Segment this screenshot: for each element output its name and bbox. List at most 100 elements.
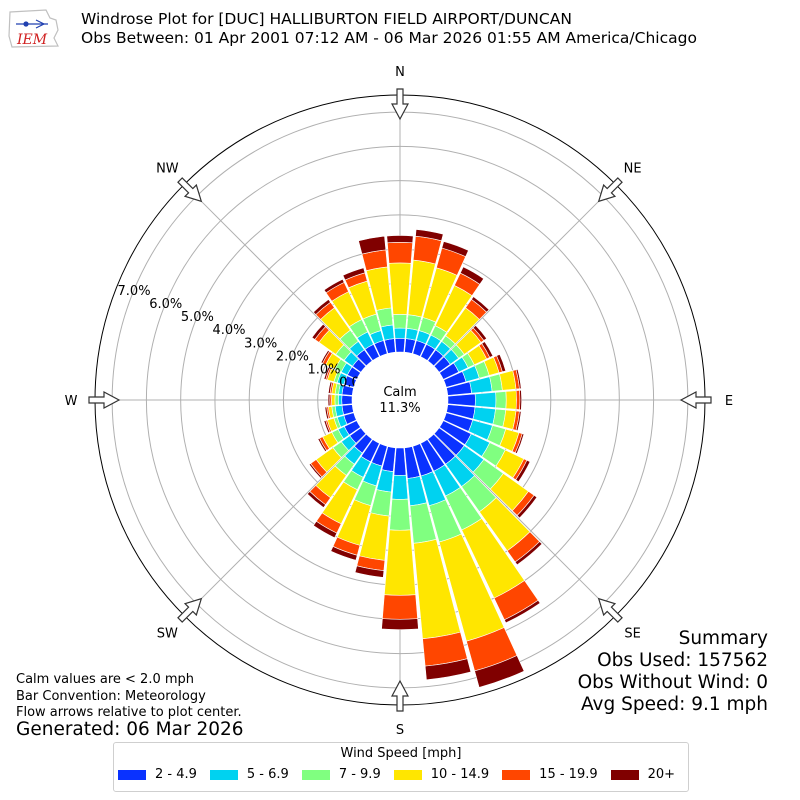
compass-arrows — [88, 88, 712, 712]
legend-item: 10 - 14.9 — [393, 767, 490, 782]
legend-item: 5 - 6.9 — [209, 767, 289, 782]
grid-spoke — [183, 183, 367, 367]
windrose-bar-segment — [406, 314, 422, 331]
legend-label: 7 - 9.9 — [338, 767, 381, 782]
windrose-bar-segment — [327, 393, 331, 407]
radial-tick-label: 5.0% — [181, 310, 214, 325]
axis-labels: NNEESESSWWNW0.0%1.0%2.0%3.0%4.0%5.0%6.0%… — [65, 65, 734, 738]
windrose-bar-segment — [323, 366, 331, 380]
windrose-bar-segment — [474, 655, 525, 688]
windrose-bar-segment — [328, 381, 333, 394]
radial-tick-label: 4.0% — [213, 323, 246, 338]
legend-item: 15 - 19.9 — [502, 767, 598, 782]
windrose-bar-segment — [415, 229, 444, 242]
windrose-bar-segment — [519, 389, 522, 411]
summary-avg-speed: Avg Speed: 9.1 mph — [580, 694, 768, 715]
windrose-bar-segment — [312, 299, 331, 316]
compass-label: SE — [624, 627, 640, 642]
windrose-bar-segment — [394, 337, 406, 353]
windrose-bar-segment — [514, 433, 525, 454]
flow-arrows-note: Flow arrows relative to plot center. — [16, 705, 242, 720]
legend-label: 10 - 14.9 — [430, 767, 490, 782]
windrose-bar-segment — [447, 393, 476, 407]
compass-label: S — [396, 723, 404, 738]
chart-subtitle: Obs Between: 01 Apr 2001 07:12 AM - 06 M… — [81, 29, 697, 47]
windrose-bar-segment — [388, 262, 412, 315]
windrose-bar-segment — [503, 599, 541, 624]
calm-value: 11.3% — [379, 401, 420, 416]
windrose-bar-segment — [331, 394, 336, 406]
summary-box: Summary Obs Used: 157562 Obs Without Win… — [578, 628, 768, 716]
summary-title: Summary — [678, 628, 768, 649]
legend: Wind Speed [mph] 2 - 4.9 5 - 6.9 7 - 9.9 10… — [113, 742, 689, 792]
legend-label: 2 - 4.9 — [155, 767, 197, 782]
windrose-bar-segment — [382, 594, 418, 620]
compass-label: E — [725, 394, 733, 409]
logo-text: IEM — [16, 32, 48, 48]
legend-label: 15 - 19.9 — [539, 767, 598, 782]
compass-label: N — [395, 65, 405, 80]
windrose-bar-segment — [495, 391, 507, 409]
windrose-bar-segment — [516, 494, 538, 519]
windrose-bar-segment — [306, 491, 326, 508]
grid-spoke — [433, 433, 617, 617]
windrose-bar-segment — [386, 235, 414, 244]
legend-item: 7 - 9.9 — [301, 767, 381, 782]
generated-date: Generated: 06 Mar 2026 — [16, 719, 244, 740]
legend-swatch — [118, 769, 146, 780]
calm-note: Calm values are < 2.0 mph — [16, 672, 195, 687]
windrose-bar-segment — [474, 391, 497, 409]
legend-swatch — [209, 769, 238, 780]
windrose-bar-segment — [412, 235, 442, 265]
windrose-bar-segment — [324, 406, 330, 420]
calm-label: Calm — [383, 385, 416, 400]
header: IEM Windrose Plot for [DUC] HALLIBURTON … — [0, 0, 800, 60]
notes: Calm values are < 2.0 mph Bar Convention… — [16, 672, 242, 722]
windrose-bar-segment — [334, 394, 339, 406]
radial-tick-label: 1.0% — [307, 363, 340, 378]
compass-label: NW — [156, 161, 179, 176]
windrose-bar-segment — [389, 498, 411, 531]
windrose-bar-segment — [515, 410, 522, 432]
grid-spoke — [183, 433, 367, 617]
windrose-bar-segment — [472, 324, 488, 341]
windrose-bar-segment — [317, 437, 328, 452]
windrose-bar-segment — [505, 390, 517, 410]
legend-swatch — [301, 769, 330, 780]
windrose-bars — [306, 229, 543, 688]
windrose-bar-segment — [515, 459, 531, 483]
windrose-bar-segment — [358, 235, 387, 255]
windrose-bar-segment — [393, 327, 407, 339]
windrose-bar-segment — [320, 349, 330, 364]
compass-arrow — [391, 88, 409, 121]
windrose-bar-segment — [354, 565, 385, 578]
windrose-bar-segment — [481, 341, 494, 358]
windrose-bar-segment — [337, 394, 343, 406]
compass-arrow — [597, 177, 623, 203]
windrose-bar-segment — [515, 390, 521, 410]
compass-label: W — [65, 394, 78, 409]
compass-arrow — [679, 391, 712, 409]
windrose-bar-segment — [392, 314, 408, 329]
legend-label: 5 - 6.9 — [246, 767, 289, 782]
windrose-bar-segment — [515, 368, 522, 390]
windrose-bar-segment — [387, 242, 413, 264]
chart-title: Windrose Plot for [DUC] HALLIBURTON FIEL… — [81, 10, 572, 28]
compass-arrow — [597, 597, 623, 623]
legend-items: 2 - 4.9 5 - 6.9 7 - 9.9 10 - 14.9 15 - 19.9 2… — [118, 767, 688, 782]
windrose-bar-segment — [514, 541, 543, 566]
calm-circle — [352, 352, 448, 448]
windrose-bar-segment — [323, 278, 345, 294]
summary-obs-without-wind: Obs Without Wind: 0 — [577, 672, 768, 693]
legend-swatch — [393, 769, 422, 780]
windrose-bar-segment — [459, 266, 485, 285]
summary-obs-used: Obs Used: 157562 — [597, 650, 768, 671]
windrose-bar-segment — [471, 296, 490, 313]
legend-swatch — [502, 769, 531, 780]
bar-convention-note: Bar Convention: Meteorology — [16, 688, 206, 704]
legend-item: 2 - 4.9 — [118, 767, 197, 782]
compass-label: SW — [157, 627, 178, 642]
compass-arrow — [88, 391, 121, 409]
windrose-bar-segment — [312, 520, 338, 539]
